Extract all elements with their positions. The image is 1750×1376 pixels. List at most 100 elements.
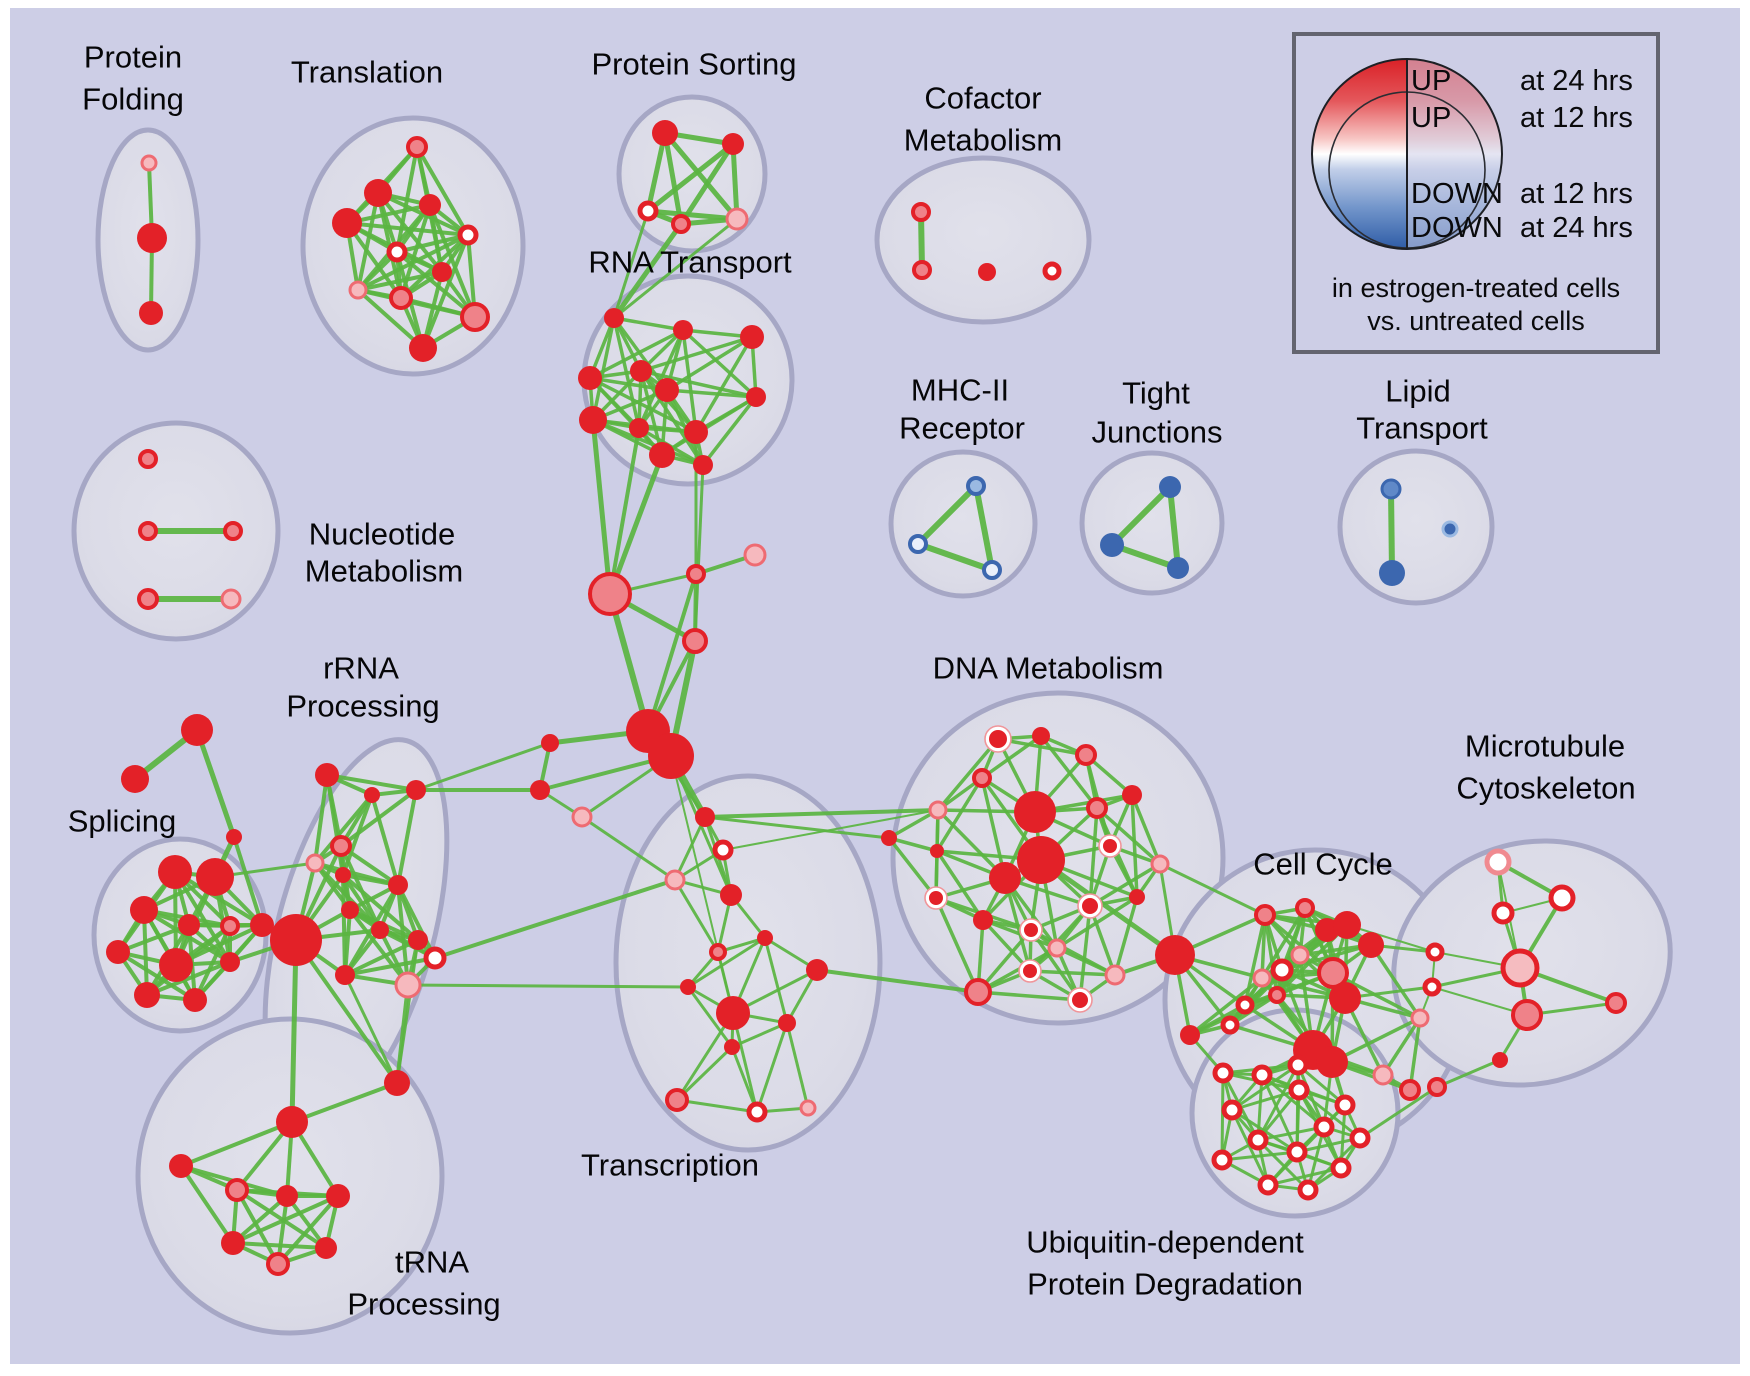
gene-node [1155,935,1195,975]
gene-node [1014,791,1056,833]
gene-node [630,360,652,382]
edge [1113,896,1139,976]
edge [816,968,979,994]
edge [370,794,400,886]
gene-node [966,476,986,496]
gene-node [530,780,550,800]
edge [663,131,739,221]
gene-node [423,946,447,970]
gene-node [137,223,167,253]
edge [607,593,651,732]
edge [1256,1064,1300,1141]
edge [1408,1017,1422,1091]
edge [1346,924,1436,953]
edge [647,208,738,222]
gene-node [720,884,742,906]
gene-node [250,913,274,937]
gene-node [1017,836,1065,884]
gene-node [1023,964,1037,978]
edge [730,143,740,220]
gene-node [348,280,368,300]
edge [1298,1088,1361,1140]
gene-node [1441,520,1459,538]
gene-node [460,302,490,332]
gene-node [138,449,158,469]
edge [346,221,469,237]
edge [1231,1088,1300,1112]
gene-node [930,844,944,858]
gene-node [1491,901,1515,925]
edge [396,884,437,959]
edge [344,956,436,977]
edge [343,974,399,1084]
legend-time-label: at 24 hrs [1520,65,1633,97]
gene-node [386,241,408,263]
gene-node [1254,904,1276,926]
edge [1381,1017,1422,1076]
gene-node [673,320,693,340]
edge [935,777,984,852]
edge [1221,1150,1298,1162]
gene-node [270,914,322,966]
gene-node [911,202,931,222]
gene-node [664,869,686,891]
gene-node [169,1154,193,1178]
edge [686,986,734,1048]
edge [917,541,993,573]
edge [1257,1125,1325,1142]
edge [673,816,707,881]
gene-node [1315,918,1339,942]
edge [428,204,477,318]
edge [415,741,551,792]
edge [1230,1109,1270,1186]
gene-node [138,521,158,541]
gene-node [695,807,715,827]
edge [1109,484,1173,548]
edge [675,1012,735,1101]
gene-node [1103,839,1117,853]
gene-node [1150,854,1170,874]
edge [637,329,685,429]
edge [613,316,684,332]
legend-row-up12: UP at 12 hrs [1411,100,1633,136]
gene-node [220,916,240,936]
edge [977,990,1081,1002]
edge [1281,943,1372,972]
edge [1095,806,1162,866]
layer-nodes [106,120,1627,1276]
gene-node [1252,968,1272,988]
gene-node [588,572,632,616]
edge [348,908,410,987]
edge [1029,928,1082,1002]
edge [675,1045,734,1102]
gene-node [159,948,193,982]
edge [294,938,399,1085]
edge [980,777,1007,879]
gene-node [629,418,649,438]
gene-node [1379,560,1405,586]
gene-node [722,133,744,155]
edge [687,936,766,989]
gene-node [928,800,948,820]
legend-state-label: UP [1411,102,1452,134]
edge [662,132,684,225]
edge [194,729,237,838]
edge [640,369,757,399]
edge [343,909,352,976]
edge [731,1021,788,1049]
gene-node [1605,992,1627,1014]
edge [1260,907,1307,979]
edge [232,1241,327,1250]
gene-node [799,1099,817,1117]
gene-node [541,734,559,752]
edge [1231,1063,1299,1112]
edge [694,336,754,433]
gene-node [457,224,479,246]
gene-node [743,543,767,567]
edge [1369,944,1422,1019]
gene-node [394,971,422,999]
gene-node [1316,1046,1348,1078]
edge [888,836,938,853]
edge [1296,1136,1361,1154]
edge [395,250,477,319]
